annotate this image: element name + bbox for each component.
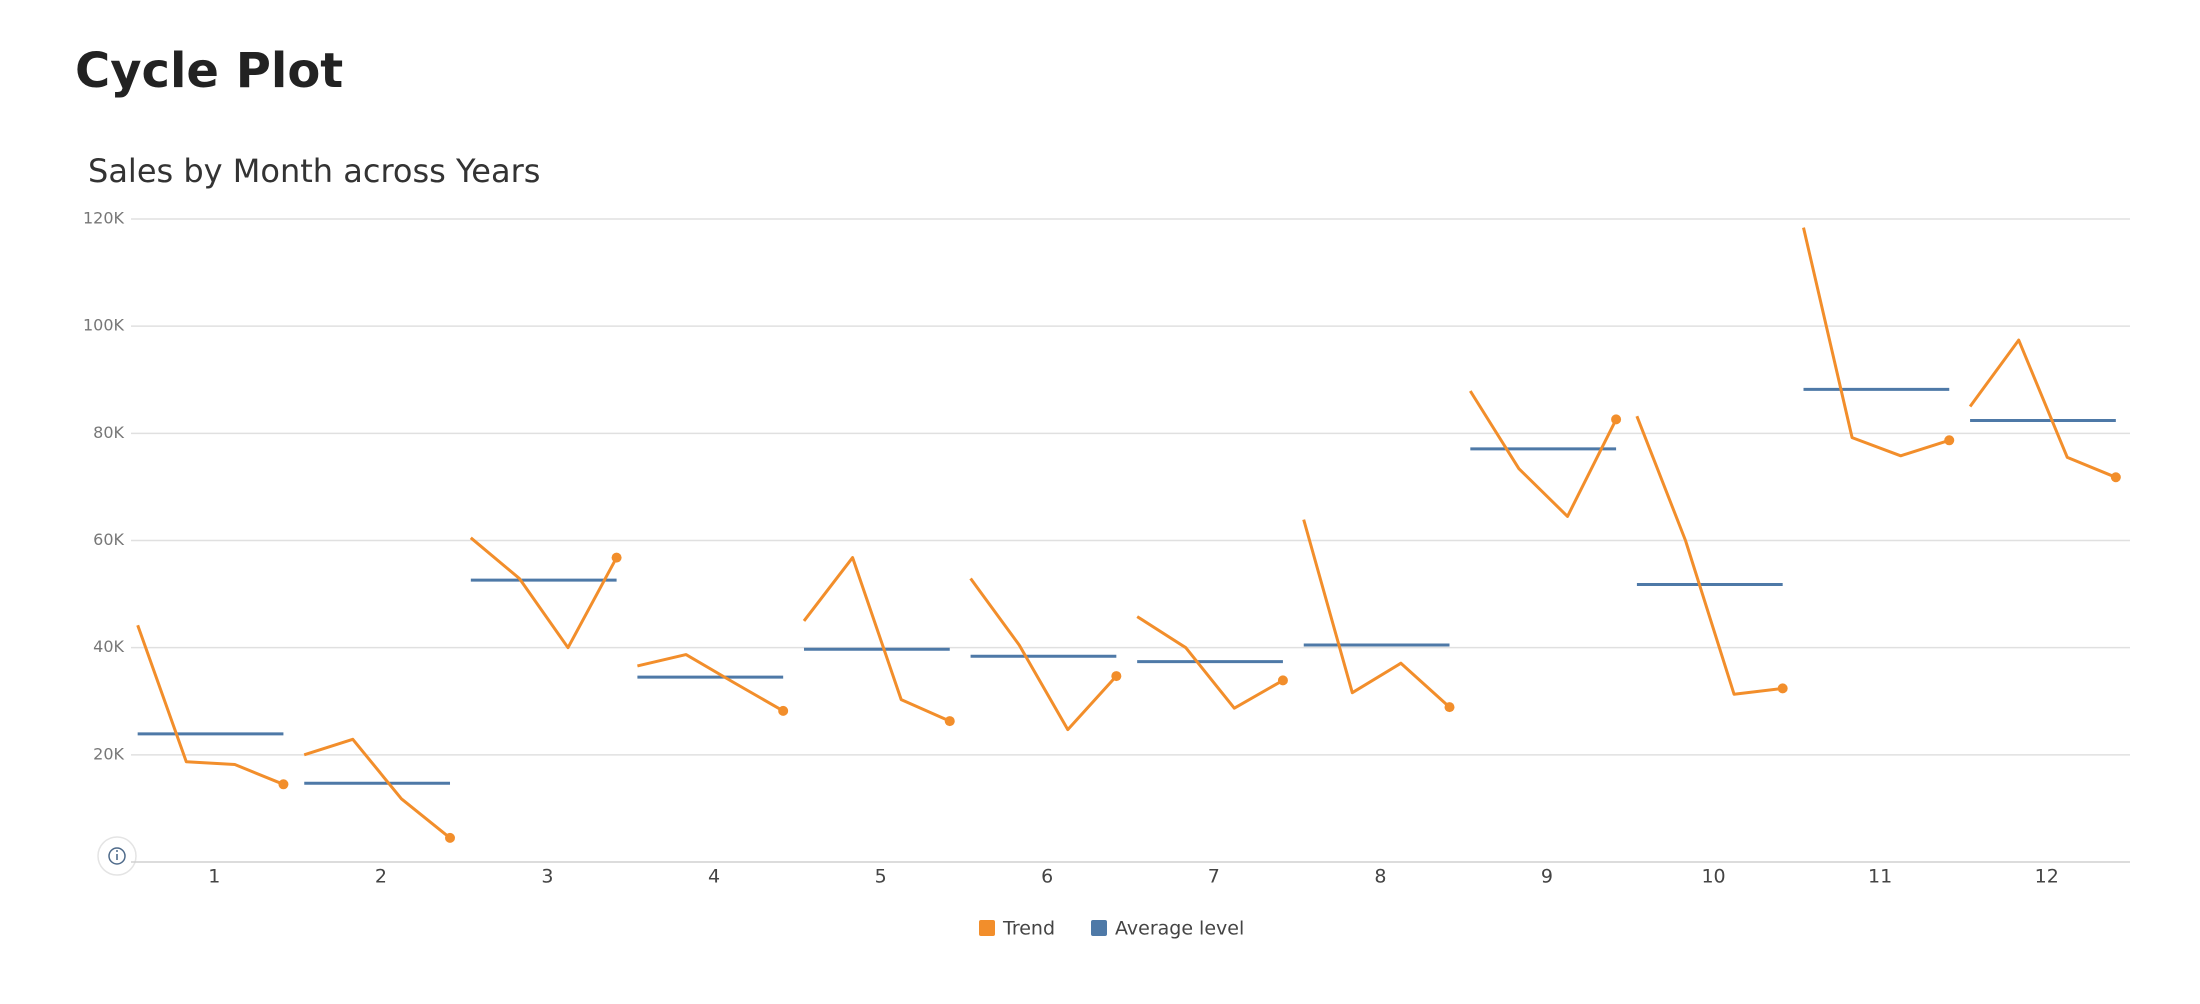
trend-line [136, 624, 284, 786]
x-tick-label: 9 [1541, 866, 1553, 888]
x-tick-label: 7 [1208, 866, 1220, 888]
x-tick-label: 2 [375, 866, 387, 888]
legend-label: Trend [1002, 918, 1055, 940]
x-tick-label: 11 [1868, 866, 1892, 888]
x-tick-label: 6 [1041, 866, 1053, 888]
trend-line [469, 536, 618, 650]
trend-end-dot [1444, 702, 1455, 713]
trend-line [802, 556, 951, 723]
trend-end-dot [1777, 683, 1788, 694]
y-tick-label: 80K [93, 423, 124, 442]
legend-swatch [1091, 920, 1107, 936]
chart-subtitle: Sales by Month across Years [88, 152, 540, 190]
trend-end-dot [278, 779, 289, 790]
info-icon-ring[interactable] [108, 847, 126, 865]
y-tick-label: 120K [83, 209, 125, 228]
page-title: Cycle Plot [75, 43, 343, 99]
trend-end-dot [1277, 675, 1288, 686]
trend-line [1302, 519, 1451, 709]
trend-line [637, 653, 784, 713]
x-tick-label: 10 [1701, 866, 1725, 888]
trend-end-dot [445, 832, 456, 843]
x-tick-label: 3 [541, 866, 553, 888]
trend-line [1968, 338, 2117, 479]
x-tick-label: 8 [1374, 866, 1386, 888]
trend-end-dot [1111, 671, 1122, 682]
x-tick-label: 5 [875, 866, 887, 888]
trend-end-dot [778, 705, 789, 716]
trend-line [303, 737, 451, 840]
y-tick-label: 20K [93, 744, 124, 763]
trend-line [969, 577, 1118, 732]
x-tick-label: 12 [2035, 866, 2059, 888]
legend-label: Average level [1115, 918, 1244, 940]
y-tick-label: 60K [93, 530, 124, 549]
y-tick-label: 100K [83, 316, 125, 335]
trend-end-dot [1611, 414, 1622, 425]
x-tick-label: 1 [208, 866, 220, 888]
trend-end-dot [2110, 472, 2121, 483]
y-tick-label: 40K [93, 637, 124, 656]
trend-line [1802, 227, 1950, 458]
trend-end-dot [944, 716, 955, 727]
info-icon[interactable] [97, 836, 137, 876]
trend-line [1136, 615, 1284, 710]
trend-end-dot [1944, 435, 1955, 446]
info-icon-dot[interactable] [116, 850, 118, 852]
trend-line [1635, 415, 1783, 696]
trend-end-dot [611, 552, 622, 563]
trend-line [1469, 390, 1618, 518]
x-tick-label: 4 [708, 866, 720, 888]
legend-swatch [979, 920, 995, 936]
